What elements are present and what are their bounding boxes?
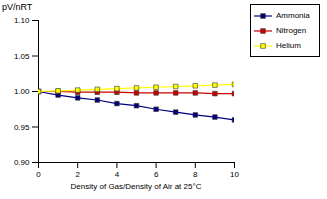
html-text:Ammonia: Ammonia [276, 11, 310, 20]
html-text:Helium: Helium [276, 41, 301, 50]
html-text:pV/nRT: pV/nRT [2, 2, 33, 12]
svg-text:6: 6 [154, 170, 159, 179]
html-text:Density of Gas/Density of Air: Density of Gas/Density of Air at 25°C [70, 182, 202, 191]
svg-text:1.10: 1.10 [14, 16, 30, 25]
svg-text:0.95: 0.95 [14, 123, 30, 132]
svg-text:4: 4 [115, 170, 120, 179]
svg-text:2: 2 [75, 170, 80, 179]
svg-text:0: 0 [36, 170, 41, 179]
svg-text:1.00: 1.00 [14, 87, 30, 96]
svg-text:10: 10 [230, 170, 239, 179]
html-text:Nitrogen: Nitrogen [276, 26, 307, 35]
svg-text:0.90: 0.90 [14, 158, 30, 167]
svg-text:1.05: 1.05 [14, 52, 30, 61]
svg-text:8: 8 [193, 170, 198, 179]
